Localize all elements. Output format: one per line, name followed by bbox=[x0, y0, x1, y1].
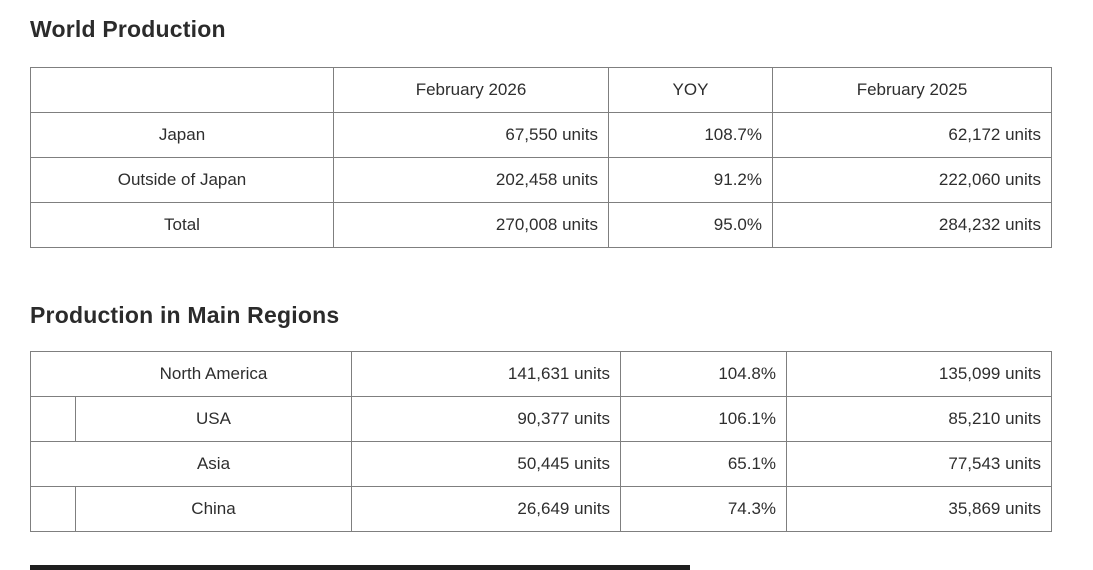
table-row-usa: USA 90,377 units 106.1% 85,210 units bbox=[30, 396, 1053, 442]
cell-feb2025: 35,869 units bbox=[786, 486, 1053, 532]
cell-label: Japan bbox=[30, 112, 334, 158]
cell-yoy: 104.8% bbox=[620, 351, 788, 397]
section-title-world-production: World Production bbox=[30, 16, 226, 42]
table-row-asia: Asia 50,445 units 65.1% 77,543 units bbox=[29, 441, 1053, 487]
cell-feb2026: 67,550 units bbox=[333, 112, 609, 158]
cell-feb2026: 202,458 units bbox=[333, 157, 609, 203]
cell-label: USA bbox=[74, 396, 353, 442]
cell-feb2026: 50,445 units bbox=[351, 441, 622, 487]
indent-spacer-cell bbox=[30, 486, 76, 532]
cropped-next-section-divider bbox=[30, 565, 690, 570]
cell-feb2025: 222,060 units bbox=[772, 157, 1052, 203]
cell-yoy: 91.2% bbox=[608, 157, 773, 203]
cell-label: Outside of Japan bbox=[30, 157, 334, 203]
cell-feb2025: 62,172 units bbox=[772, 112, 1052, 158]
cell-feb2025: 77,543 units bbox=[786, 441, 1053, 487]
cell-yoy: 65.1% bbox=[620, 441, 788, 487]
cell-feb2026: 90,377 units bbox=[351, 396, 622, 442]
cell-feb2025: 85,210 units bbox=[786, 396, 1053, 442]
header-empty-cell bbox=[30, 67, 334, 113]
header-yoy: YOY bbox=[608, 67, 773, 113]
cell-label: China bbox=[74, 486, 353, 532]
indent-spacer-cell bbox=[30, 396, 76, 442]
cell-feb2026: 26,649 units bbox=[351, 486, 622, 532]
cell-label: Asia bbox=[29, 441, 353, 487]
cell-feb2026: 270,008 units bbox=[333, 202, 609, 248]
cell-yoy: 108.7% bbox=[608, 112, 773, 158]
cell-yoy: 95.0% bbox=[608, 202, 773, 248]
section-title-production-in-main-regions: Production in Main Regions bbox=[30, 302, 340, 328]
cell-feb2026: 141,631 units bbox=[351, 351, 622, 397]
table-row-total: Total 270,008 units 95.0% 284,232 units bbox=[30, 202, 1052, 248]
cell-yoy: 106.1% bbox=[620, 396, 788, 442]
table-header-row: February 2026 YOY February 2025 bbox=[30, 67, 1052, 113]
table-row-outside-of-japan: Outside of Japan 202,458 units 91.2% 222… bbox=[30, 157, 1052, 203]
main-regions-table: North America 141,631 units 104.8% 135,0… bbox=[29, 351, 1053, 532]
header-february-2026: February 2026 bbox=[333, 67, 609, 113]
world-production-table: February 2026 YOY February 2025 Japan 67… bbox=[30, 67, 1052, 248]
cell-yoy: 74.3% bbox=[620, 486, 788, 532]
cell-feb2025: 284,232 units bbox=[772, 202, 1052, 248]
cell-label: North America bbox=[29, 351, 353, 397]
cell-feb2025: 135,099 units bbox=[786, 351, 1053, 397]
table-row-japan: Japan 67,550 units 108.7% 62,172 units bbox=[30, 112, 1052, 158]
header-february-2025: February 2025 bbox=[772, 67, 1052, 113]
table-row-china: China 26,649 units 74.3% 35,869 units bbox=[30, 486, 1053, 532]
table-row-north-america: North America 141,631 units 104.8% 135,0… bbox=[29, 351, 1053, 397]
cell-label: Total bbox=[30, 202, 334, 248]
